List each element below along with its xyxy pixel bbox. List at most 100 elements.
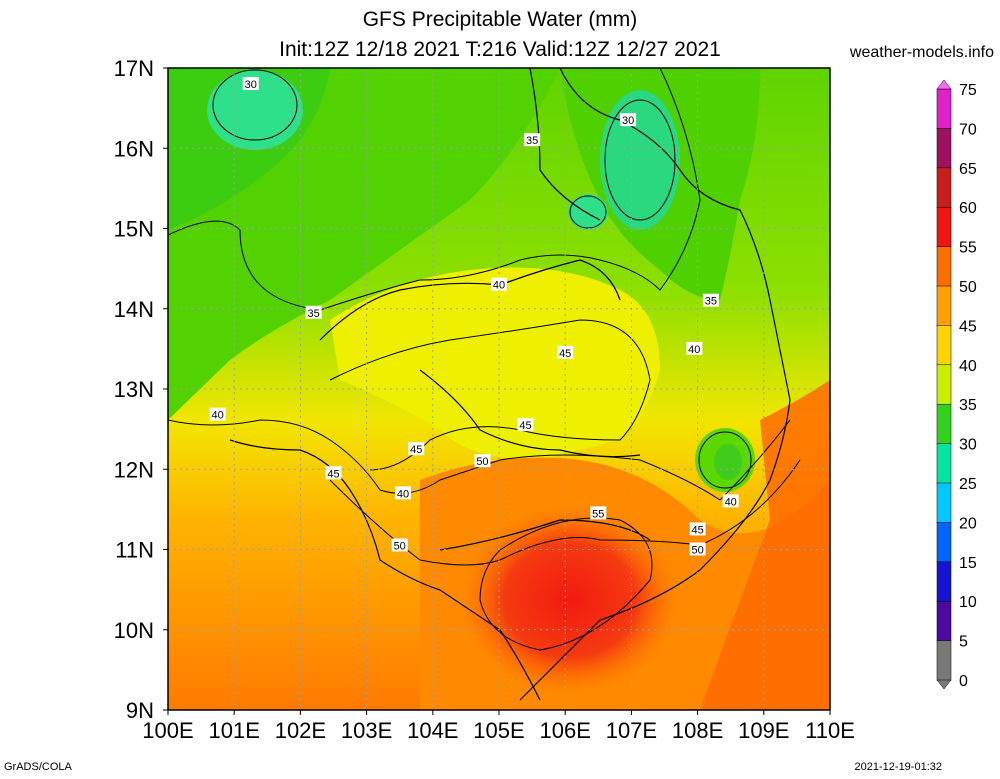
- colorbar-bottom-arrow: [936, 679, 952, 690]
- site-credit: weather-models.info: [849, 44, 994, 61]
- contour-label-bg: [686, 341, 703, 355]
- chart-subtitle: Init:12Z 12/18 2021 T:216 Valid:12Z 12/2…: [279, 38, 721, 61]
- colorbar-label: 70: [959, 121, 977, 138]
- contour-30-east: [604, 99, 676, 221]
- border-laos-vietnam: [529, 68, 601, 221]
- contour-label: 40: [725, 496, 737, 508]
- contour-label: 50: [691, 545, 703, 557]
- contour-label-bg: [557, 345, 574, 359]
- contour-40-pocket: [698, 431, 752, 489]
- field-45: [330, 267, 660, 460]
- field-25-west: [207, 70, 303, 150]
- colorbar-label: 65: [959, 161, 977, 178]
- colorbar-label: 40: [959, 358, 977, 375]
- lat-tick-label: 14N: [114, 297, 154, 322]
- contour-label-bg: [209, 407, 226, 421]
- latitude-tick-labels: 17N 16N 15N 14N 13N 12N 11N 10N 9N: [114, 56, 168, 723]
- lat-tick-label: 17N: [114, 56, 154, 81]
- contour-lines: [168, 68, 801, 651]
- colorbar-swatch: [936, 167, 952, 208]
- lon-tick-label: 104E: [407, 718, 458, 743]
- contour-label-bg: [722, 494, 739, 508]
- colorbar-swatch: [936, 206, 952, 248]
- colorbar-label: 20: [959, 515, 977, 532]
- contour-label: 50: [394, 540, 406, 552]
- longitude-tick-labels: 100E 101E 102E 103E 104E 105E 106E 107E 108E 109E…: [142, 710, 855, 743]
- colorbar-swatch: [936, 443, 952, 484]
- contour-40: [168, 419, 791, 501]
- contour-label: 40: [493, 280, 505, 292]
- colorbar-swatch: [936, 403, 952, 445]
- lon-tick-label: 105E: [473, 718, 524, 743]
- contour-label: 35: [526, 135, 538, 147]
- colorbar-label: 60: [959, 200, 977, 217]
- lon-tick-label: 108E: [672, 718, 723, 743]
- lat-tick-label: 13N: [114, 377, 154, 402]
- contour-45: [329, 319, 651, 471]
- contour-label: 30: [622, 115, 634, 127]
- contour-label-bg: [491, 277, 507, 291]
- field-55-east: [700, 380, 830, 710]
- contour-label: 35: [308, 308, 320, 320]
- lon-tick-label: 100E: [142, 718, 193, 743]
- contour-label: 35: [705, 296, 717, 308]
- contour-label-bg: [702, 293, 719, 307]
- colorbar-label: 75: [959, 82, 977, 99]
- contour-label-bg: [689, 522, 706, 536]
- colorbar-swatch: [936, 364, 952, 405]
- contour-label: 40: [212, 410, 224, 422]
- colorbar-top-arrow: [936, 79, 952, 90]
- colorbar-label: 35: [959, 397, 977, 414]
- lat-tick-label: 16N: [114, 136, 154, 161]
- lon-tick-label: 110E: [805, 718, 855, 743]
- coastlines-borders: [229, 68, 791, 701]
- contour-label: 45: [519, 420, 531, 432]
- contour-label-bg: [395, 486, 412, 500]
- contour-label-bg: [305, 305, 322, 319]
- colorbar-swatch: [936, 522, 952, 563]
- lat-tick-label: 11N: [115, 538, 154, 563]
- colorbar-label: 25: [959, 476, 977, 493]
- contour-label: 45: [559, 348, 571, 360]
- lat-tick-label: 12N: [114, 457, 154, 482]
- contour-label-bg: [325, 466, 342, 480]
- contour-30-west: [212, 69, 298, 141]
- colorbar-label: 0: [959, 673, 968, 690]
- colorbar-label: 45: [959, 318, 977, 335]
- contour-label: 40: [397, 488, 409, 500]
- colorbar-swatch: [936, 640, 952, 681]
- coastline-vietnam: [519, 68, 791, 701]
- field-35-pocket: [714, 444, 742, 480]
- colorbar-swatch: [936, 246, 952, 287]
- colorbar-swatch: [936, 285, 952, 327]
- colorbar-label: 15: [959, 555, 977, 572]
- gridlines: [168, 68, 830, 710]
- chart-title: GFS Precipitable Water (mm): [362, 8, 638, 31]
- contour-label-bg: [620, 113, 637, 127]
- lat-tick-label: 10N: [114, 618, 154, 643]
- contour-label-bg: [391, 538, 408, 552]
- contour-label: 45: [410, 444, 422, 456]
- colorbar-swatch: [936, 482, 952, 524]
- colorbar-label: 5: [959, 634, 968, 651]
- colorbar-swatch: [936, 325, 952, 366]
- contour-label: 45: [691, 524, 703, 536]
- colorbar-label: 55: [959, 240, 977, 257]
- lon-tick-label: 103E: [341, 718, 392, 743]
- lon-tick-label: 107E: [606, 718, 657, 743]
- contour-35: [168, 68, 701, 311]
- field-55-core: [460, 505, 680, 695]
- contour-label-bg: [474, 454, 491, 468]
- contour-50: [329, 459, 801, 566]
- contour-labels: 30 35 30 40 35 45 35 40 40 45 45 50 45 40 55 40 45 50 50: [209, 77, 739, 557]
- footer-timestamp: 2021-12-19-01:32: [854, 761, 942, 773]
- colorbar-swatch: [936, 600, 952, 642]
- lon-tick-label: 102E: [275, 718, 326, 743]
- contour-label: 50: [476, 456, 488, 468]
- lon-tick-label: 101E: [209, 718, 260, 743]
- contour-label: 45: [327, 468, 339, 480]
- lat-tick-label: 9N: [126, 698, 154, 723]
- colorbar-label: 50: [959, 279, 977, 296]
- colorbar-swatch: [936, 88, 952, 130]
- colorbar-label: 10: [959, 594, 977, 611]
